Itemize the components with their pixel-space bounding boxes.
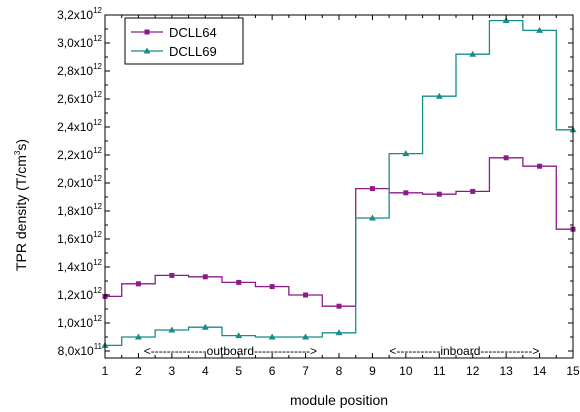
y-axis-label-suffix: s) <box>13 139 29 151</box>
data-point <box>368 214 376 221</box>
data-point <box>135 281 141 287</box>
x-tick-label: 5 <box>235 364 242 378</box>
data-point <box>369 186 375 192</box>
data-point <box>503 155 509 161</box>
y-axis-label-prefix: TPR density (T/cm <box>13 155 29 271</box>
data-point <box>536 26 544 33</box>
region-label-0: <--------------outboard--------------> <box>144 344 317 358</box>
legend-item-dcll64: DCLL64 <box>131 25 217 40</box>
data-point <box>537 163 543 169</box>
data-point <box>235 332 243 339</box>
x-tick-label: 12 <box>466 364 480 378</box>
y-axis-label-text: TPR density (T/cm3s) <box>13 139 29 271</box>
y-tick-label: 2,0x1012 <box>57 174 102 190</box>
y-tick-label: 2,2x1012 <box>57 146 102 162</box>
y-tick-label: 2,8x1012 <box>57 62 102 78</box>
x-tick-label: 1 <box>102 364 109 378</box>
legend-label: DCLL64 <box>169 25 217 40</box>
y-tick-label: 8,0x1011 <box>58 342 103 358</box>
data-point <box>269 284 275 290</box>
x-tick-label: 13 <box>499 364 513 378</box>
legend-marker <box>143 47 151 54</box>
x-tick-label: 6 <box>269 364 276 378</box>
data-point <box>403 190 409 196</box>
y-tick-label: 3,2x1012 <box>57 6 102 22</box>
x-tick-label: 4 <box>202 364 209 378</box>
legend-item-dcll69: DCLL69 <box>131 44 217 59</box>
series-layer <box>101 17 577 348</box>
legend-box <box>124 17 244 65</box>
legend: DCLL64 DCLL69 <box>124 17 244 65</box>
data-point <box>470 188 476 194</box>
y-tick-label: 2,4x1012 <box>57 118 102 134</box>
x-tick-label: 14 <box>533 364 547 378</box>
legend-label: DCLL69 <box>169 44 217 59</box>
x-tick-label: 9 <box>369 364 376 378</box>
y-tick-label: 2,6x1012 <box>57 90 102 106</box>
y-tick-label: 1,0x1012 <box>57 314 102 330</box>
series-dcll69 <box>101 17 577 348</box>
data-point <box>168 326 176 333</box>
x-axis-label: module position <box>290 392 388 408</box>
data-point <box>336 303 342 309</box>
series-line <box>105 19 573 347</box>
y-tick-label: 1,6x1012 <box>57 230 102 246</box>
data-point <box>435 92 443 99</box>
data-point <box>236 279 242 285</box>
data-point <box>469 50 477 57</box>
y-axis-label-sup: 3 <box>13 150 22 155</box>
data-point <box>436 191 442 197</box>
y-tick-label: 3,0x1012 <box>57 34 102 50</box>
y-axis-label: TPR density (T/cm3s) <box>13 139 29 271</box>
data-point <box>202 274 208 280</box>
series-line <box>105 157 573 307</box>
data-point <box>169 272 175 278</box>
data-point <box>268 333 276 340</box>
axes: 1 2 3 4 5 6 7 8 9 10 11 12 13 14 158,0x10111,0x10121,2… <box>57 6 580 378</box>
x-tick-label: 10 <box>399 364 413 378</box>
region-label-1: <-----------inboard-------------> <box>389 344 539 358</box>
x-tick-label: 15 <box>566 364 580 378</box>
y-tick-label: 1,4x1012 <box>57 258 102 274</box>
legend-marker <box>144 29 150 35</box>
series-dcll64 <box>102 155 576 309</box>
data-point <box>335 329 343 336</box>
data-point <box>201 323 209 330</box>
region-annotations: <--------------outboard--------------> <-… <box>144 344 540 358</box>
y-tick-label: 1,8x1012 <box>57 202 102 218</box>
x-tick-label: 8 <box>336 364 343 378</box>
x-tick-label: 7 <box>302 364 309 378</box>
data-point <box>134 333 142 340</box>
data-point <box>402 150 410 157</box>
data-point <box>502 17 510 24</box>
x-tick-label: 2 <box>135 364 142 378</box>
data-point <box>302 333 310 340</box>
data-point <box>303 292 309 298</box>
x-tick-label: 3 <box>169 364 176 378</box>
y-tick-label: 1,2x1012 <box>57 286 102 302</box>
x-tick-label: 11 <box>433 364 446 378</box>
